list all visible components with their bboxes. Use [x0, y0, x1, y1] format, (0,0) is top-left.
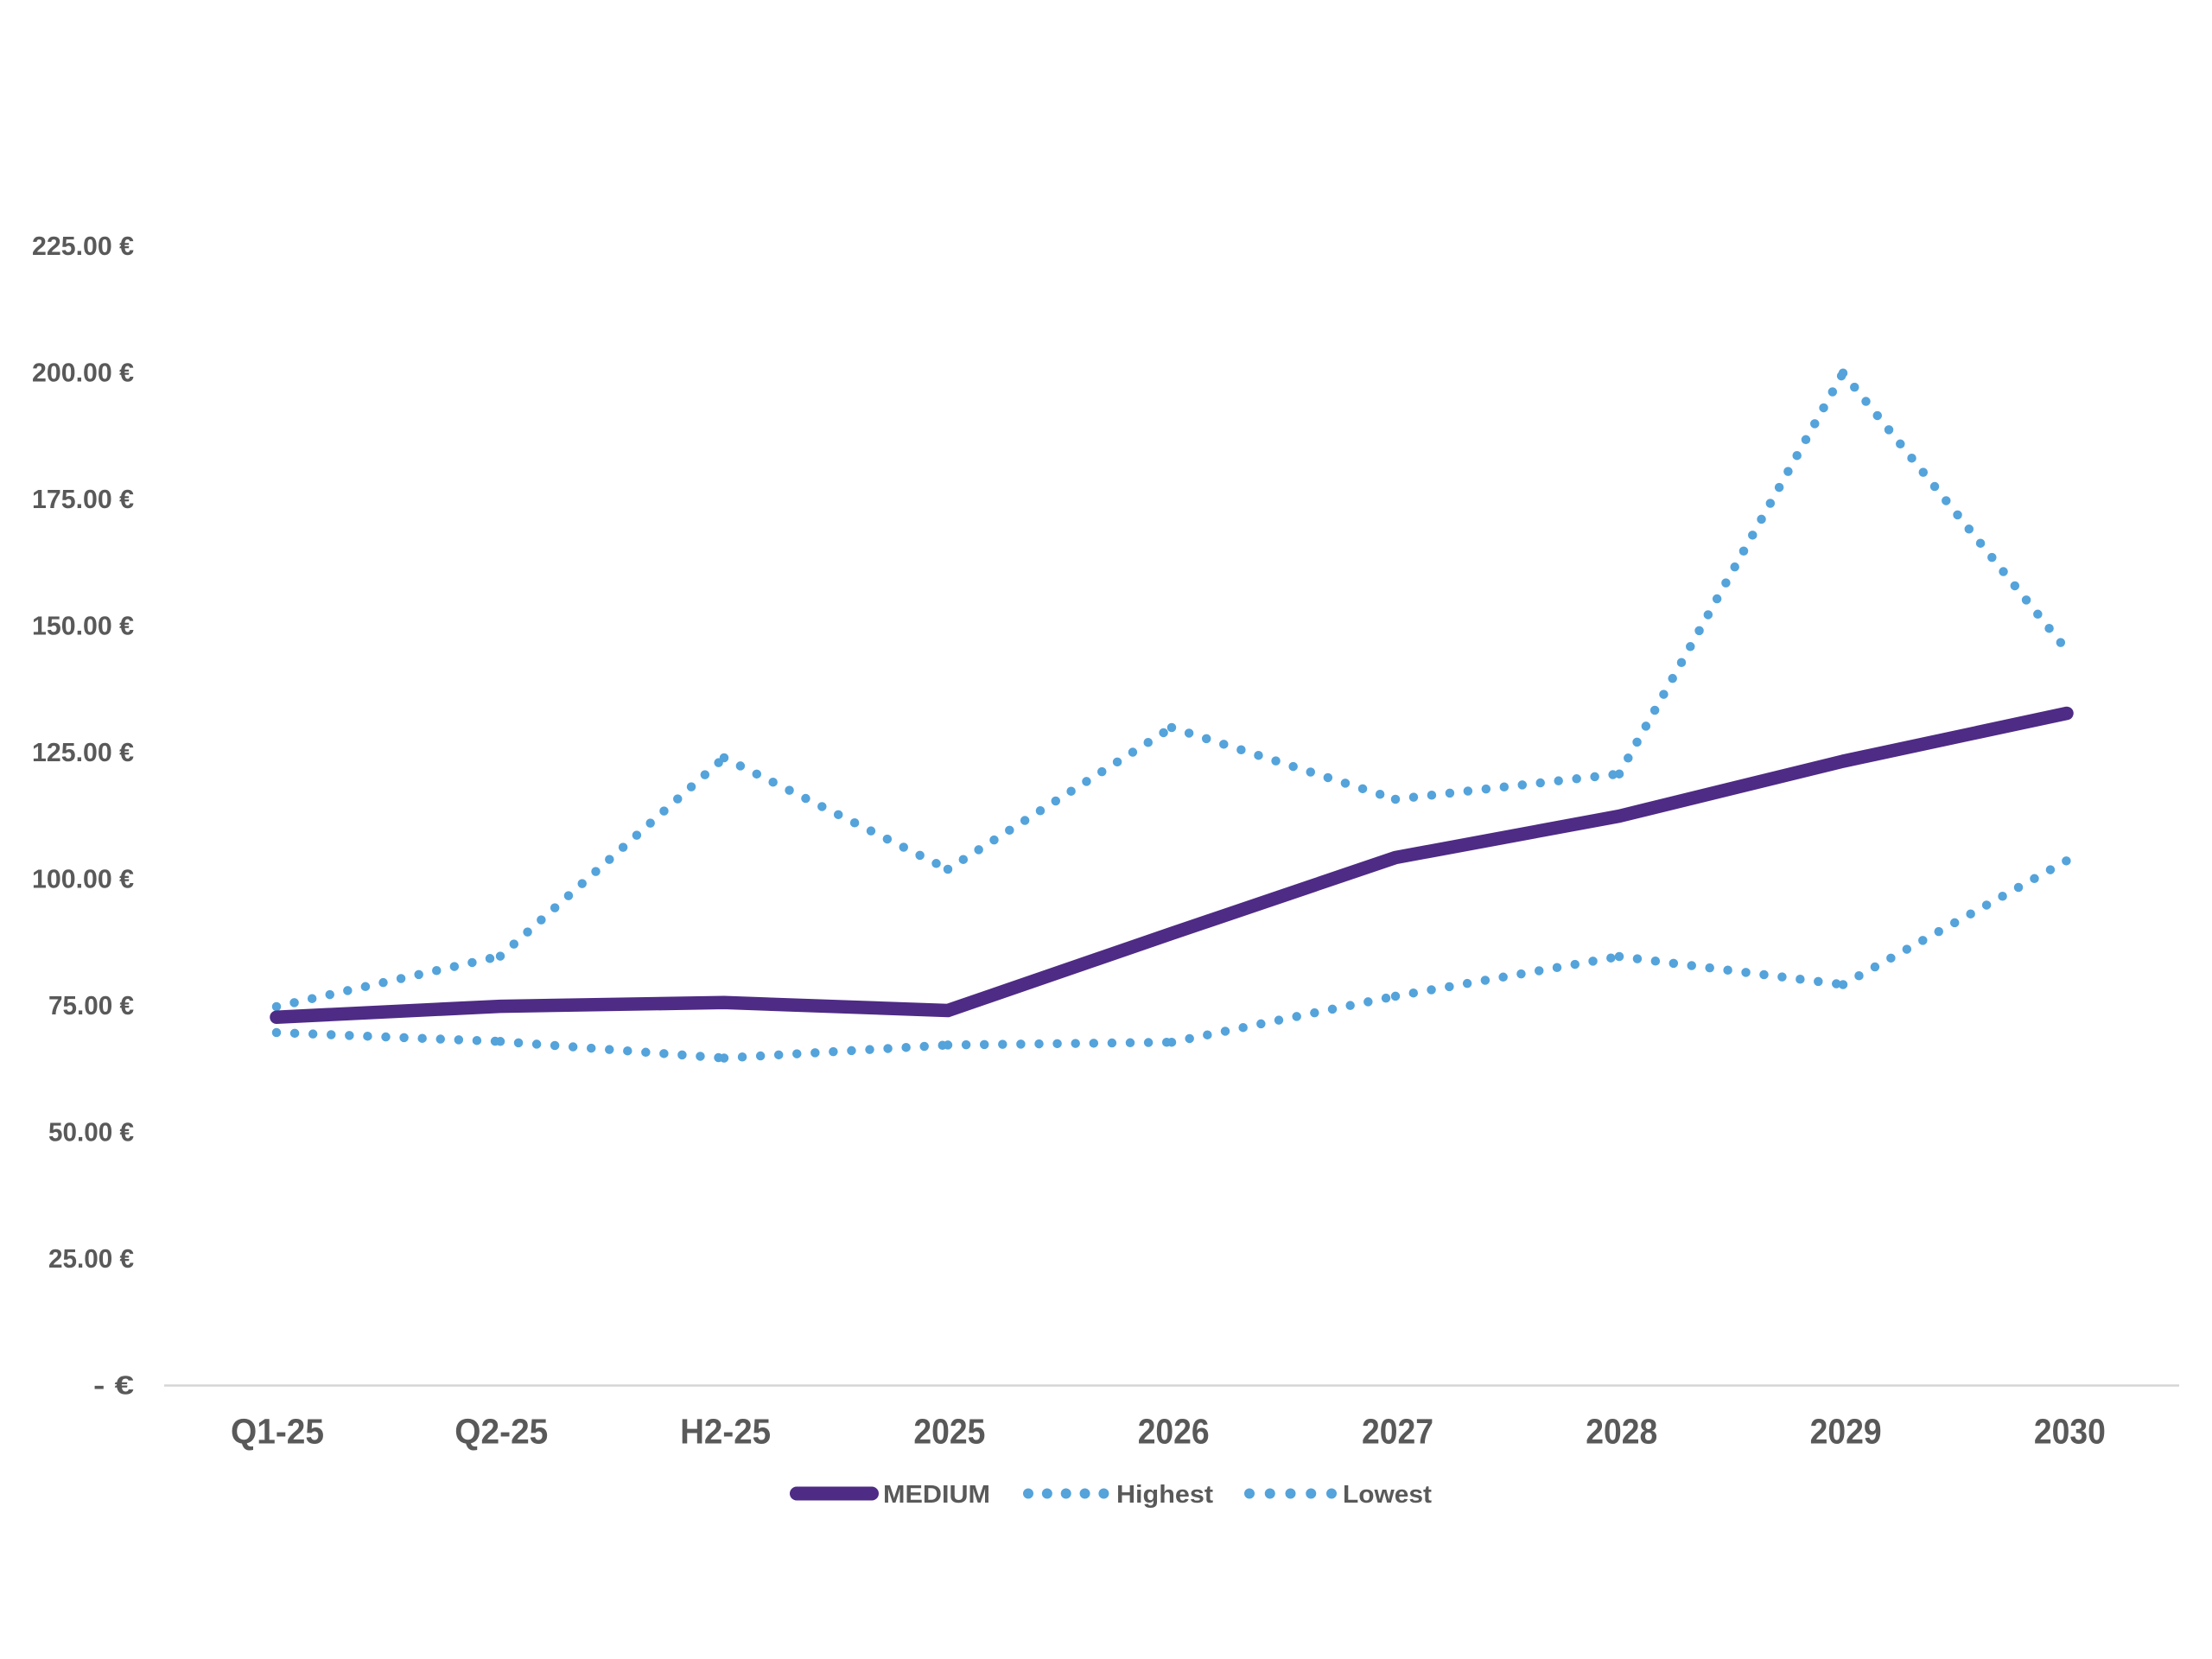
svg-text:2025: 2025 [913, 1412, 985, 1452]
svg-text:Q1-25: Q1-25 [231, 1412, 324, 1452]
svg-text:H2-25: H2-25 [680, 1412, 771, 1452]
svg-text:Lowest: Lowest [1343, 1481, 1432, 1509]
svg-text:MEDIUM: MEDIUM [883, 1481, 990, 1509]
svg-text:175.00 €: 175.00 € [32, 484, 134, 514]
svg-text:100.00 €: 100.00 € [32, 864, 134, 894]
svg-text:Q2-25: Q2-25 [454, 1412, 548, 1452]
svg-text:75.00 €: 75.00 € [48, 990, 134, 1020]
svg-text:2030: 2030 [2034, 1412, 2106, 1452]
svg-text:Highest: Highest [1116, 1481, 1213, 1509]
svg-text:50.00 €: 50.00 € [48, 1117, 134, 1147]
svg-text:125.00 €: 125.00 € [32, 737, 134, 767]
svg-text:150.00 €: 150.00 € [32, 611, 134, 641]
svg-text:200.00 €: 200.00 € [32, 358, 134, 388]
svg-text:25.00 €: 25.00 € [48, 1243, 134, 1274]
svg-text:2027: 2027 [1362, 1412, 1433, 1452]
svg-text:2029: 2029 [1810, 1412, 1882, 1452]
svg-text:- €: - € [93, 1370, 134, 1401]
svg-text:225.00 €: 225.00 € [32, 231, 134, 261]
svg-text:2028: 2028 [1586, 1412, 1657, 1452]
svg-text:2026: 2026 [1138, 1412, 1210, 1452]
